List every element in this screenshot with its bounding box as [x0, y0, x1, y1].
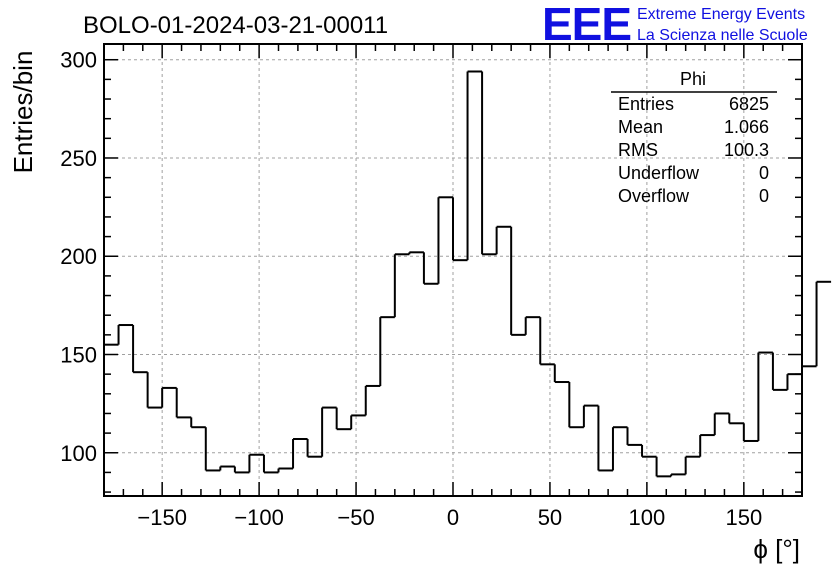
x-tick-label: 50 — [538, 505, 562, 530]
stats-row: Underflow 0 — [618, 163, 769, 183]
y-tick-label: 250 — [60, 146, 97, 171]
stats-label-rms: RMS — [618, 140, 658, 160]
logo-line-1: Extreme Energy Events — [637, 6, 805, 23]
y-tick-label: 300 — [60, 48, 97, 73]
x-tick-label: −150 — [137, 505, 187, 530]
stats-row: Entries 6825 — [618, 94, 769, 114]
x-tick-label: −100 — [234, 505, 284, 530]
stats-value-underflow: 0 — [759, 163, 769, 183]
axis-ticks — [103, 44, 803, 496]
stats-label-mean: Mean — [618, 117, 663, 137]
stats-label-overflow: Overflow — [618, 186, 690, 206]
stats-value-rms: 100.3 — [724, 140, 769, 160]
stats-box: Phi Entries 6825 Mean 1.066 RMS 100.3 Un… — [611, 69, 777, 206]
stats-label-underflow: Underflow — [618, 163, 700, 183]
y-tick-label: 200 — [60, 244, 97, 269]
stats-row: Mean 1.066 — [618, 117, 769, 137]
stats-row: Overflow 0 — [618, 186, 769, 206]
x-axis-title: ϕ [°] — [753, 534, 800, 564]
y-tick-label: 100 — [60, 441, 97, 466]
stats-value-entries: 6825 — [729, 94, 769, 114]
logo-line-2: La Scienza nelle Scuole — [637, 27, 808, 44]
histogram-layer — [104, 70, 832, 478]
stats-value-overflow: 0 — [759, 186, 769, 206]
y-axis-title: Entries/bin — [8, 51, 38, 174]
stats-label-entries: Entries — [618, 94, 674, 114]
x-tick-label: 150 — [725, 505, 762, 530]
stats-row: RMS 100.3 — [618, 140, 769, 160]
x-tick-label: 100 — [629, 505, 666, 530]
stats-box-title: Phi — [680, 69, 706, 89]
logo-mark: EEE — [542, 0, 631, 50]
x-tick-label: −50 — [337, 505, 374, 530]
grid-lines — [104, 44, 802, 496]
plot-frame — [103, 43, 803, 497]
chart-title: BOLO-01-2024-03-21-00011 — [83, 12, 388, 39]
y-tick-label: 150 — [60, 343, 97, 368]
tick-labels: −150 −100 −50 0 50 100 150 100 150 200 250 300 — [60, 48, 762, 530]
eee-logo: EEE Extreme Energy Events La Scienza nel… — [542, 0, 808, 50]
stats-value-mean: 1.066 — [724, 117, 769, 137]
x-tick-label: 0 — [447, 505, 459, 530]
